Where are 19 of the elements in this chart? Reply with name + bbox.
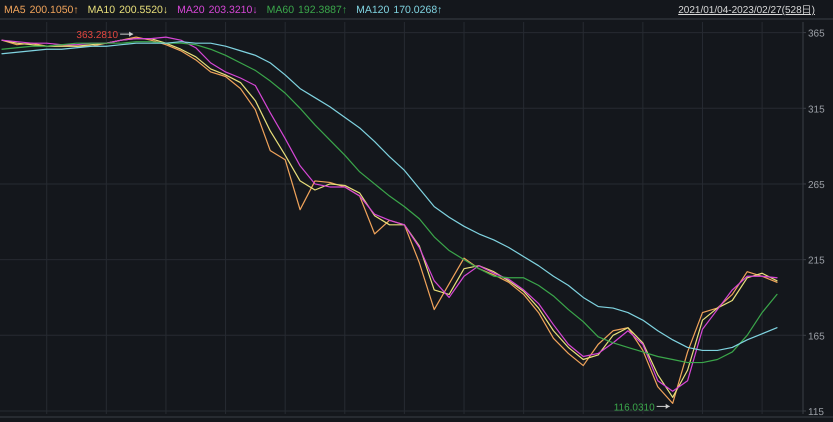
- text: 192.3887↑: [298, 4, 348, 16]
- text: MA120: [356, 4, 390, 16]
- chart-subtitle: 2021/01/04-2023/02/27(528日): [678, 5, 815, 16]
- text: 170.0268↑: [393, 4, 442, 16]
- y-tick-label: 265: [808, 180, 826, 191]
- y-tick-label: 365: [808, 28, 826, 40]
- text: MA5: [4, 4, 26, 16]
- y-tick-label: 315: [808, 104, 826, 116]
- text: 200.1050↑: [30, 4, 79, 16]
- annotation: 116.0310: [614, 402, 656, 414]
- text: 200.5520↓: [119, 4, 168, 16]
- y-tick-label: 115: [808, 406, 824, 418]
- annotation: 363.2810: [76, 30, 119, 42]
- text: MA10: [88, 4, 116, 16]
- y-tick-label: 165: [808, 331, 826, 342]
- y-tick-label: 215: [808, 256, 826, 267]
- text: MA60: [266, 4, 294, 16]
- text: MA20: [177, 4, 205, 16]
- text: 203.3210↓: [208, 4, 258, 16]
